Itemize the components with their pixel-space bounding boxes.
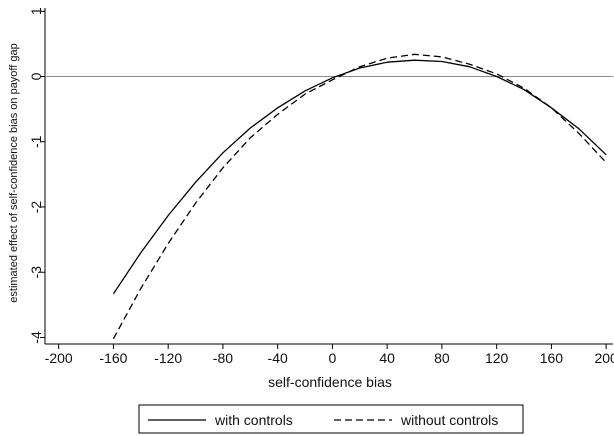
x-tick-label: 200 (594, 350, 614, 366)
axis-ticks: -200 -160 -120 -80 -40 0 40 80 120 160 200 -4 -3 -2 -1… (28, 7, 614, 366)
y-tick-label: 0 (28, 72, 44, 80)
x-tick-label: -200 (45, 350, 73, 366)
axes (44, 8, 613, 345)
series-lines (112, 53, 607, 340)
legend-label-without-controls: without controls (400, 412, 498, 428)
x-tick-label: -40 (268, 350, 288, 366)
legend: with controls without controls (138, 404, 524, 434)
x-tick-label: 120 (485, 350, 509, 366)
y-axis-title: estimated effect of self-confidence bias… (8, 43, 20, 302)
x-tick-label: 80 (434, 350, 450, 366)
series-line-without-controls (112, 53, 607, 340)
x-tick-label: 40 (379, 350, 395, 366)
y-tick-label: 1 (28, 7, 44, 15)
x-tick-label: -120 (154, 350, 182, 366)
series-line-with-controls (112, 59, 607, 295)
x-tick-label: -160 (99, 350, 127, 366)
x-tick-label: 160 (540, 350, 564, 366)
y-tick-label: -2 (28, 201, 44, 214)
legend-label-with-controls: with controls (214, 412, 293, 428)
y-tick-label: -4 (28, 331, 44, 344)
y-tick-label: -3 (28, 266, 44, 279)
legend-box (138, 404, 524, 434)
x-axis-title: self-confidence bias (268, 374, 392, 390)
y-tick-label: -1 (28, 135, 44, 148)
x-tick-label: -80 (213, 350, 233, 366)
x-tick-label: 0 (329, 350, 337, 366)
